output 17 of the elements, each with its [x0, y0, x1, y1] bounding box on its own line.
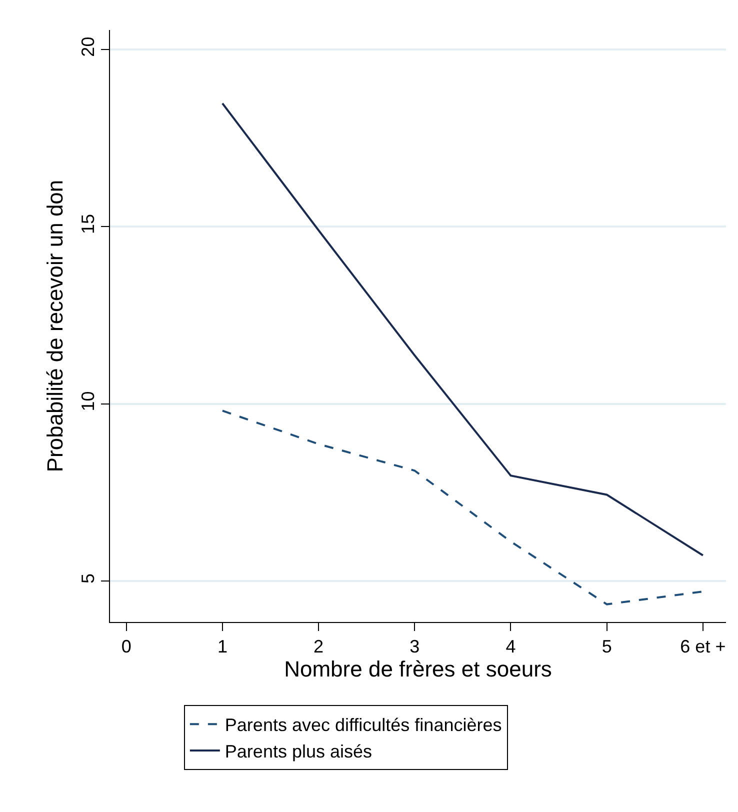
x-tick-label: 5 [602, 636, 612, 657]
x-tick-label: 1 [217, 636, 228, 657]
line-series [221, 410, 704, 606]
x-tick-label: 6 et + [680, 636, 726, 657]
legend-label: Parents plus aisés [224, 742, 372, 762]
y-tick-label: 5 [78, 574, 98, 584]
line-series [221, 102, 704, 556]
x-tick-label: 3 [410, 636, 420, 657]
y-tick-label: 20 [78, 36, 98, 57]
y-tick-label: 15 [78, 214, 98, 234]
x-tick-label: 2 [314, 636, 324, 657]
legend-label: Parents avec difficultés financières [224, 715, 502, 736]
x-tick-label: 4 [506, 636, 516, 657]
y-axis-title: Probabilité de recevoir un don [42, 180, 68, 472]
x-axis-title: Nombre de frères et soeurs [284, 656, 552, 682]
x-tick-label: 0 [121, 636, 132, 657]
y-tick-label: 10 [78, 391, 98, 412]
